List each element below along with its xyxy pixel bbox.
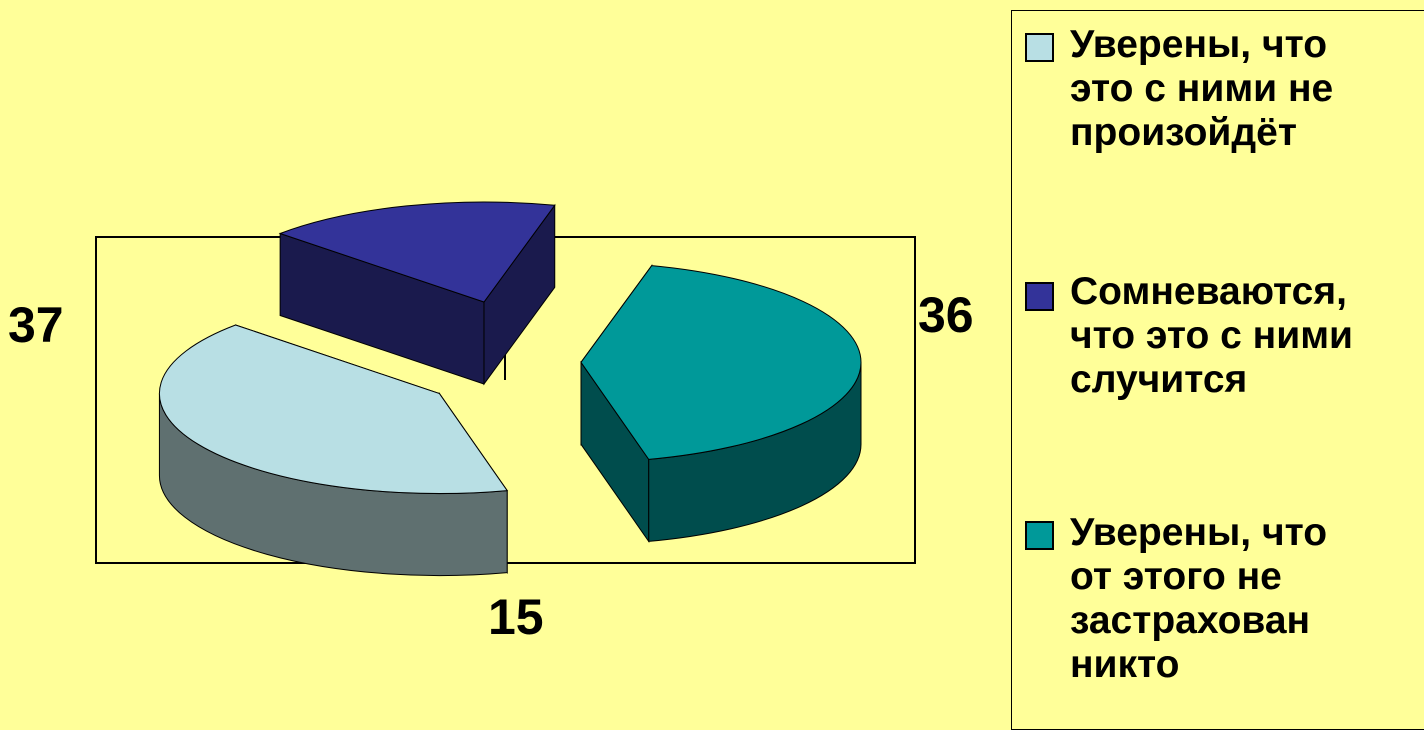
legend-swatch-2 bbox=[1025, 521, 1054, 550]
pie-slice-2 bbox=[580, 264, 862, 543]
legend-swatch-1 bbox=[1025, 282, 1054, 311]
legend-label-2: Уверены, что от этого не застрахован ник… bbox=[1070, 511, 1328, 686]
pie-slice-0-top bbox=[158, 324, 509, 495]
data-label-1: 15 bbox=[488, 589, 544, 645]
legend-swatch-0 bbox=[1025, 33, 1054, 62]
legend: Уверены, что это с ними не произойдёт Со… bbox=[1011, 10, 1424, 730]
data-label-2: 37 bbox=[8, 297, 64, 353]
legend-label-1: Сомневаются, что это с ними случится bbox=[1070, 270, 1354, 401]
pie-slice-1-top bbox=[278, 201, 556, 303]
pie-slice-1 bbox=[278, 201, 556, 386]
pie-slice-2-top bbox=[580, 265, 862, 460]
legend-label-0: Уверены, что это с ними не произойдёт bbox=[1070, 23, 1334, 154]
pie-slice-0 bbox=[158, 324, 509, 577]
data-label-0: 36 bbox=[918, 287, 974, 343]
